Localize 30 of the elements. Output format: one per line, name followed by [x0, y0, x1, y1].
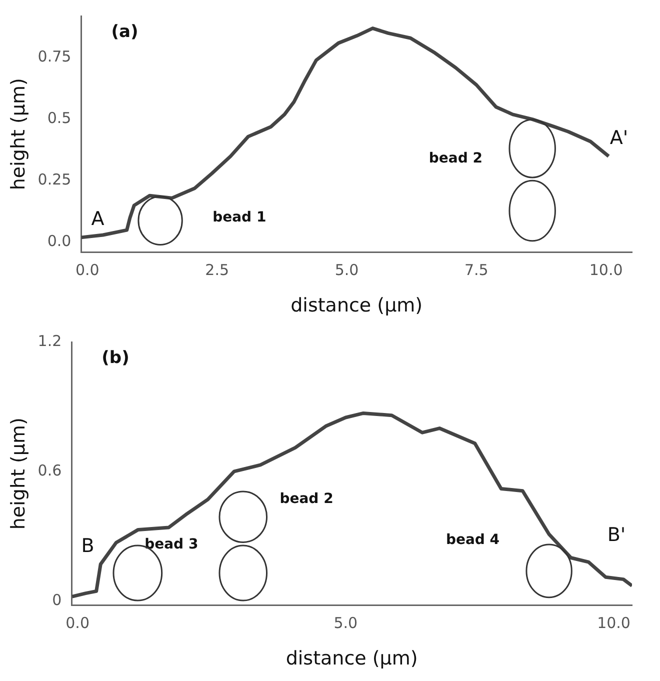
annotation: B': [607, 524, 626, 546]
annotation: B: [81, 534, 94, 557]
x-tick-label: 5.0: [334, 614, 358, 632]
chart-title: (b): [102, 348, 130, 368]
chart-title: (a): [111, 22, 138, 42]
annotation: bead 1: [212, 209, 266, 226]
annotation: bead 4: [446, 532, 500, 548]
annotation: bead 3: [144, 536, 198, 552]
x-tick-label: 10.0: [597, 614, 630, 632]
annotation: bead 2: [428, 150, 482, 166]
x-axis-title: distance (µm): [286, 648, 418, 670]
x-axis-title: distance (µm): [290, 294, 423, 317]
y-axis-title: height (µm): [7, 78, 30, 190]
annotation: A: [91, 208, 104, 230]
y-tick-label: 0: [52, 590, 62, 609]
x-tick-label: 2.5: [205, 261, 230, 280]
y-axis-title: height (µm): [7, 418, 30, 530]
y-tick-label: 0.75: [38, 48, 72, 66]
x-tick-label: 10.0: [589, 261, 623, 280]
y-tick-label: 1.2: [38, 332, 62, 350]
x-tick-label: 5.0: [334, 261, 359, 280]
x-tick-label: 7.5: [464, 261, 488, 280]
y-tick-label: 0.0: [47, 232, 72, 250]
x-tick-label: 0.0: [66, 614, 90, 632]
x-tick-label: 0.0: [75, 261, 100, 280]
annotation: bead 2: [280, 491, 334, 508]
y-tick-label: 0.6: [38, 461, 62, 480]
y-tick-label: 0.25: [38, 170, 72, 189]
annotation: A': [610, 126, 628, 149]
y-tick-label: 0.5: [47, 109, 72, 128]
